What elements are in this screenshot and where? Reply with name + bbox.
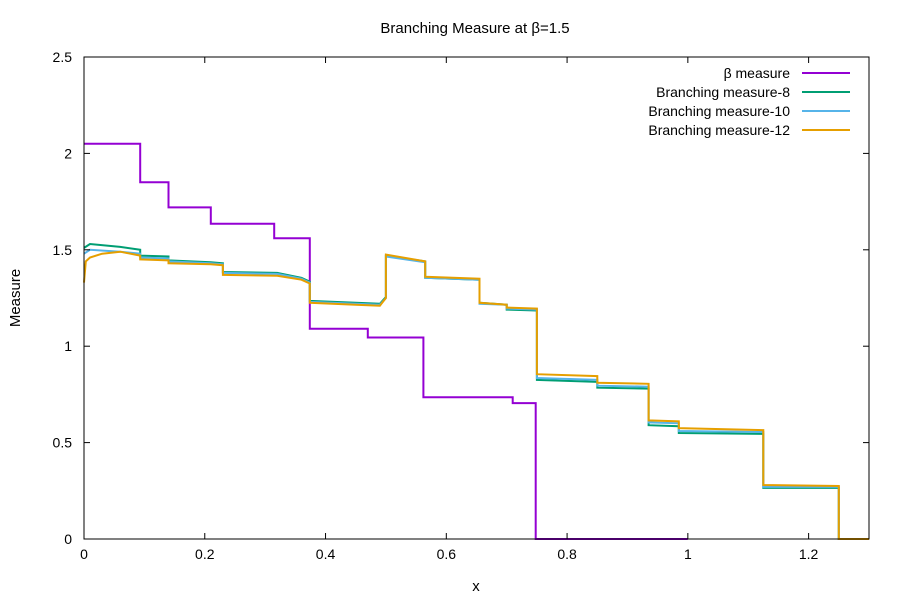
y-tick-label: 0	[64, 531, 72, 547]
y-axis-label: Measure	[7, 269, 24, 327]
x-tick-label: 0.8	[557, 546, 577, 562]
series-line-4	[83, 250, 869, 540]
x-tick-label: 1	[684, 546, 692, 562]
x-tick-label: 0	[80, 546, 88, 562]
axes: 0 0.2 0.4 0.6 0.8 1 1.2 0 0.5 1 1.5 2 2.5	[53, 49, 870, 562]
x-tick-label: 0.6	[437, 546, 457, 562]
x-axis-label: x	[472, 578, 480, 595]
y-tick-label: 1.5	[53, 242, 73, 258]
chart-title: Branching Measure at β=1.5	[380, 20, 569, 37]
legend-label-3: Branching measure-10	[648, 103, 790, 119]
legend-label-2: Branching measure-8	[656, 84, 790, 100]
x-tick-label: 1.2	[799, 546, 819, 562]
legend-label-1: β measure	[724, 65, 791, 81]
x-tick-label: 0.2	[195, 546, 215, 562]
y-tick-label: 2	[64, 145, 72, 161]
y-tick-label: 2.5	[53, 49, 73, 65]
y-tick-label: 0.5	[53, 435, 73, 451]
plot-area	[83, 142, 869, 540]
legend-label-4: Branching measure-12	[648, 122, 790, 138]
legend: β measure Branching measure-8 Branching me…	[648, 65, 850, 138]
x-tick-label: 0.4	[316, 546, 336, 562]
plot-frame	[83, 56, 870, 540]
y-tick-label: 1	[64, 338, 72, 354]
